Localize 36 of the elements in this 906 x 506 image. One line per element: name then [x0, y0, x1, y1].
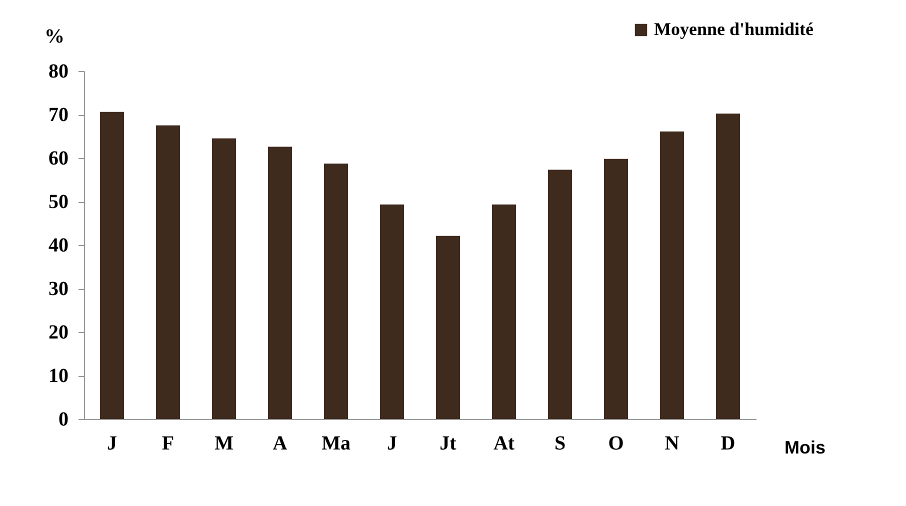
legend-label: Moyenne d'humidité [654, 19, 814, 39]
x-tick-label: A [272, 432, 288, 454]
bar [100, 112, 124, 419]
x-tick-label: J [107, 432, 117, 454]
y-tick-label: 0 [58, 408, 68, 430]
x-axis-title: Mois [784, 438, 826, 458]
x-tick-label: At [493, 432, 515, 454]
y-tick-label: 10 [48, 365, 68, 387]
bar [492, 204, 516, 419]
y-tick-label: 40 [48, 234, 68, 256]
bar [380, 204, 404, 419]
bar [268, 146, 292, 419]
x-tick-label: O [608, 432, 624, 454]
bar [548, 170, 572, 419]
y-tick-label: 80 [48, 60, 68, 82]
x-tick-label: M [214, 432, 234, 454]
y-axis-title: % [44, 26, 64, 48]
bar [324, 164, 348, 419]
x-tick-label: Jt [440, 432, 457, 454]
x-tick-label: J [387, 432, 397, 454]
y-tick-label: 20 [48, 322, 68, 344]
x-tick-label: N [664, 432, 680, 454]
bar [156, 125, 180, 419]
bar [436, 236, 460, 419]
y-tick-label: 70 [48, 104, 68, 126]
x-tick-label: S [554, 432, 566, 454]
x-tick-label: F [162, 432, 174, 454]
y-tick-label: 30 [48, 278, 68, 300]
y-tick-label: 60 [48, 148, 68, 170]
y-tick-label: 50 [48, 191, 68, 213]
bar [604, 158, 628, 419]
bar [716, 114, 740, 419]
bar [660, 131, 684, 419]
x-tick-label: Ma [322, 432, 350, 454]
x-tick-label: D [720, 432, 736, 454]
bar [212, 138, 236, 419]
